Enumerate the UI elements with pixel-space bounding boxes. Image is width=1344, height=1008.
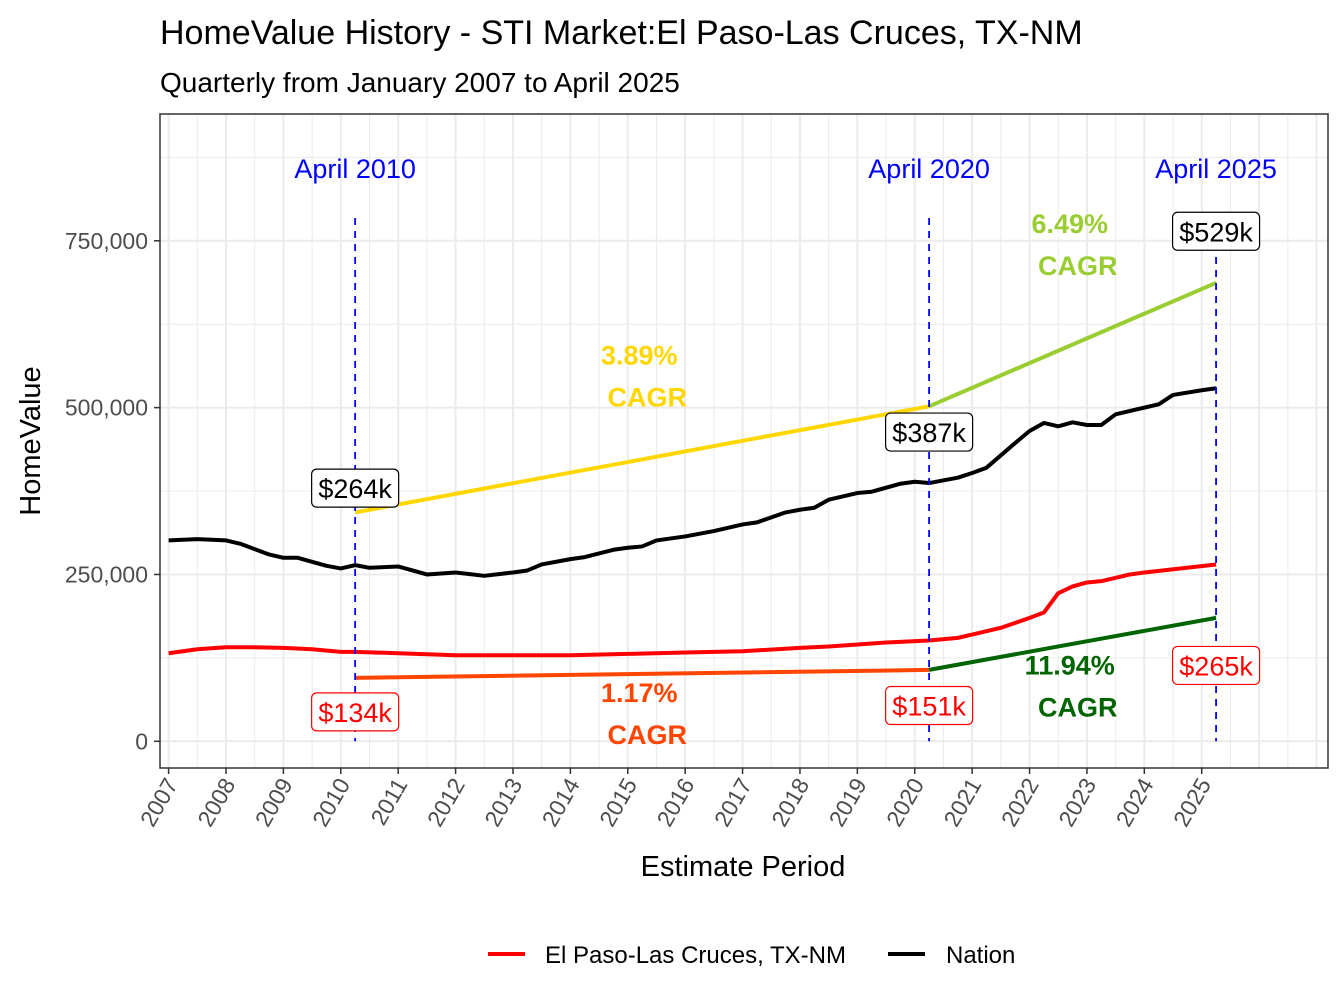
- nation-value-label-box: [311, 468, 400, 508]
- x-tick-label: 2025: [1168, 774, 1216, 831]
- cagr-label: CAGR: [1038, 693, 1118, 723]
- y-tick-label: 500,000: [65, 395, 148, 421]
- x-axis-label: Estimate Period: [641, 851, 846, 883]
- plot-marks: 3.89% CAGR 6.49% CAGR 1.17% CAGR 11.94% CAGR Apr…: [168, 154, 1277, 750]
- marker-date-label: April 2010: [294, 154, 416, 184]
- marker-date-label: April 2020: [868, 154, 990, 184]
- nation-value-label: $529k: [1179, 217, 1253, 247]
- plot-border: [159, 113, 1329, 769]
- x-tick-label: 2020: [881, 774, 929, 831]
- cagr-rate-label: 1.17%: [601, 678, 678, 708]
- x-tick-label: 2009: [250, 774, 298, 831]
- nation-value-label: $264k: [318, 474, 392, 504]
- cagr-label: CAGR: [608, 720, 688, 750]
- cagr-rate-label: 6.49%: [1031, 209, 1108, 239]
- cagr-segment: [354, 404, 930, 515]
- cagr-segment: [355, 667, 930, 680]
- cagr-rate-label: 11.94%: [1025, 651, 1115, 681]
- y-tick-label: 750,000: [65, 228, 148, 254]
- metro-value-label-box: [885, 685, 974, 726]
- x-tick-label: 2007: [135, 774, 183, 831]
- x-tick-label: 2019: [824, 774, 872, 831]
- legend: El Paso-Las Cruces, TX-NM Nation: [488, 942, 1015, 969]
- cagr-rate-label: 3.89%: [601, 340, 678, 370]
- y-tick-label: 250,000: [65, 561, 148, 587]
- x-tick-label: 2010: [307, 774, 355, 831]
- metro-value-label-box: [1171, 645, 1261, 686]
- chart-title: HomeValue History - STI Market:El Paso-L…: [160, 14, 1083, 52]
- x-tick-label: 2008: [192, 774, 240, 831]
- x-tick-label: 2016: [651, 774, 699, 831]
- x-tick-label: 2024: [1111, 773, 1159, 830]
- cagr-segment: [928, 281, 1217, 409]
- cagr-segment: [928, 615, 1217, 672]
- x-tick-label: 2017: [709, 774, 757, 831]
- x-tick-label: 2018: [766, 774, 814, 831]
- chart-subtitle: Quarterly from January 2007 to April 202…: [160, 67, 680, 98]
- metro-value-label: $151k: [892, 692, 966, 722]
- nation-value-label: $387k: [892, 418, 966, 448]
- cagr-label: CAGR: [608, 382, 688, 412]
- x-tick-label: 2021: [938, 774, 986, 831]
- y-tick-label: 0: [135, 728, 148, 754]
- x-tick-label: 2011: [365, 774, 412, 830]
- y-axis-label: HomeValue: [15, 366, 47, 515]
- x-tick-label: 2014: [537, 773, 585, 830]
- cagr-label: CAGR: [1038, 251, 1118, 281]
- legend-label-nation: Nation: [946, 942, 1015, 969]
- x-tick-label: 2023: [1053, 774, 1101, 831]
- metro-value-label: $265k: [1179, 651, 1253, 681]
- x-tick-label: 2015: [594, 774, 642, 831]
- series-line-nation: [168, 386, 1217, 578]
- x-tick-label: 2013: [479, 774, 527, 831]
- marker-date-label: April 2025: [1155, 154, 1277, 184]
- metro-value-label: $134k: [318, 698, 392, 728]
- x-tick-label: 2012: [422, 774, 470, 831]
- series-line-metro: [168, 562, 1217, 658]
- legend-label-metro: El Paso-Las Cruces, TX-NM: [545, 942, 846, 969]
- x-tick-label: 2022: [996, 774, 1044, 831]
- nation-value-label-box: [885, 412, 974, 452]
- nation-value-label-box: [1171, 211, 1261, 251]
- metro-value-label-box: [311, 692, 400, 732]
